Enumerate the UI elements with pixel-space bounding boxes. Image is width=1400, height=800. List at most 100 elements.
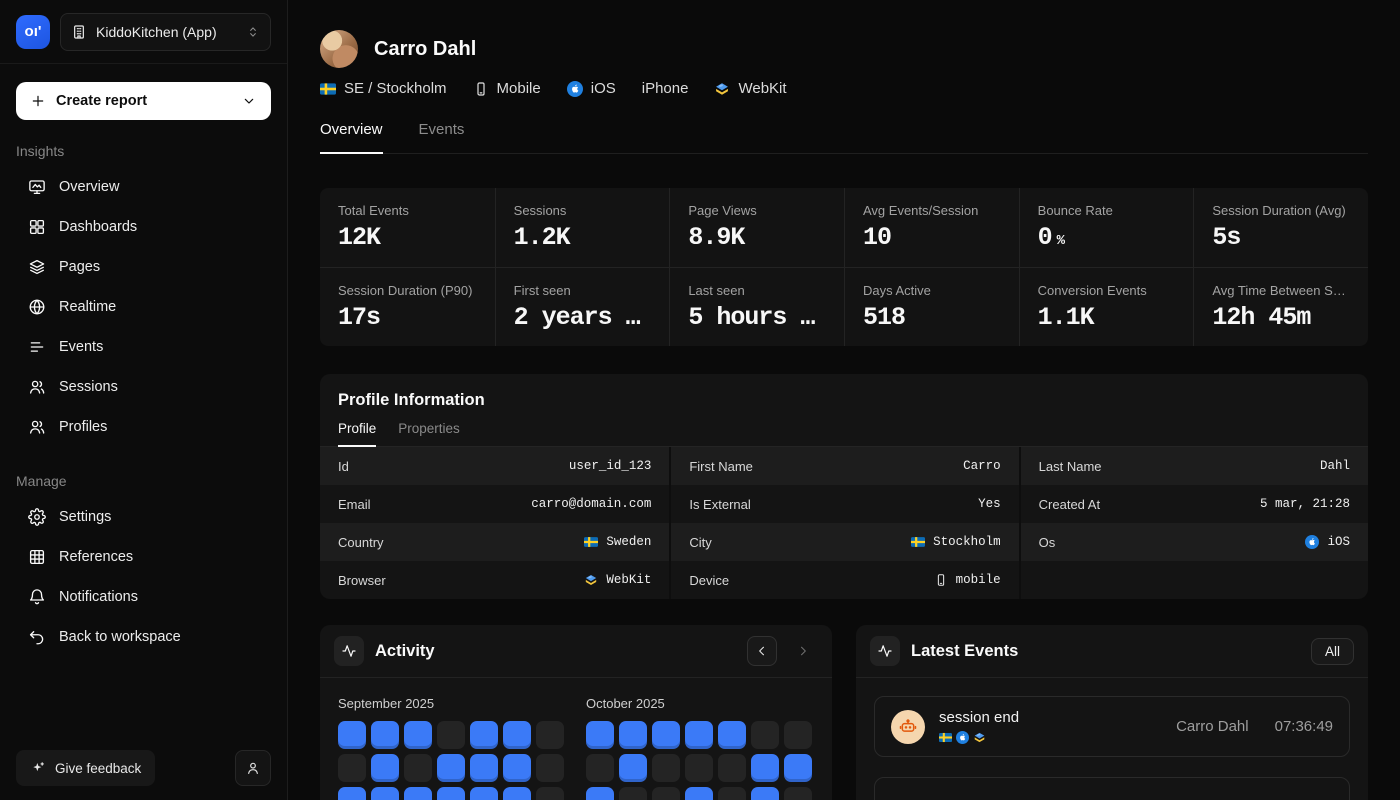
webkit-icon <box>973 731 986 744</box>
sidebar-item-back-to-workspace[interactable]: Back to workspace <box>16 617 271 657</box>
activity-day-cell <box>751 787 779 800</box>
create-report-button[interactable]: Create report <box>16 82 271 120</box>
give-feedback-button[interactable]: Give feedback <box>16 750 156 786</box>
field-value: WebKit <box>584 573 651 587</box>
profile-field-is-external: Is External Yes <box>669 485 1018 523</box>
account-button[interactable] <box>235 750 271 786</box>
event-item-partial[interactable] <box>874 777 1350 800</box>
profile-info-table: Id user_id_123 First Name Carro Last Name Dah… <box>320 447 1368 599</box>
sidebar-item-label: Realtime <box>59 299 117 315</box>
phone-icon <box>934 573 948 587</box>
stat-label: Session Duration (Avg) <box>1212 203 1346 218</box>
building-icon <box>71 24 87 40</box>
activity-day-cell <box>586 787 614 800</box>
profile-info-row: Id user_id_123 First Name Carro Last Name Dah… <box>320 447 1368 485</box>
plus-icon <box>30 93 46 109</box>
flag-se-icon <box>584 535 599 549</box>
back-icon <box>28 628 46 646</box>
sidebar-item-overview[interactable]: Overview <box>16 167 271 207</box>
profile-info-row: Email carro@domain.com Is External Yes Creat… <box>320 485 1368 523</box>
activity-day-cell <box>404 754 432 782</box>
field-value: iOS <box>1305 535 1350 549</box>
activity-day-cell <box>685 721 713 749</box>
field-value: Carro <box>963 459 1001 473</box>
section-label-manage: Manage <box>16 473 67 489</box>
stat-value: 0% <box>1037 223 1065 252</box>
events-filter-all-button[interactable]: All <box>1310 637 1354 665</box>
activity-day-cell <box>718 754 746 782</box>
profile-field-city: City Stockholm <box>669 523 1018 561</box>
activity-day-cell <box>470 787 498 800</box>
profile-info-row: Country Sweden City Stockholm Os iOS <box>320 523 1368 561</box>
activity-day-cell <box>338 787 366 800</box>
stat-value: 1.2K <box>513 223 571 252</box>
activity-title: Activity <box>375 641 435 660</box>
sidebar-item-label: Pages <box>59 259 101 275</box>
activity-day-cell <box>470 721 498 749</box>
activity-day-cell <box>404 787 432 800</box>
field-value: Dahl <box>1319 459 1350 473</box>
app-logo[interactable]: oı' <box>16 14 50 49</box>
profile-info-row: Browser WebKit Device mobile <box>320 561 1368 599</box>
field-value: mobile <box>934 573 1001 587</box>
event-user: Carro Dahl <box>1176 718 1249 735</box>
sidebar-item-references[interactable]: References <box>16 537 271 577</box>
sidebar-item-dashboards[interactable]: Dashboards <box>16 207 271 247</box>
stat-value: 5 hours … <box>688 303 815 332</box>
avatar <box>320 30 358 68</box>
sidebar-item-pages[interactable]: Pages <box>16 247 271 287</box>
sidebar-item-profiles[interactable]: Profiles <box>16 407 271 447</box>
sidebar-item-events[interactable]: Events <box>16 327 271 367</box>
stat-page-views: Page Views 8.9K <box>669 188 844 267</box>
event-item-session-end[interactable]: session end Carro Dahl 07:36:49 <box>874 696 1350 757</box>
field-value: 5 mar, 21:28 <box>1259 497 1350 511</box>
stat-label: Total Events <box>338 203 409 218</box>
dashboards-icon <box>28 218 46 236</box>
activity-prev-button[interactable] <box>747 636 777 666</box>
profiles-icon <box>28 418 46 436</box>
stat-label: Avg Time Between Ses… <box>1212 283 1350 298</box>
profile-field-os: Os iOS <box>1018 523 1368 561</box>
stat-value: 1.1K <box>1037 303 1095 332</box>
profile-info-tab-properties[interactable]: Properties <box>398 421 460 436</box>
sidebar-item-settings[interactable]: Settings <box>16 497 271 537</box>
field-value: user_id_123 <box>568 459 652 473</box>
profile-info-tab-profile[interactable]: Profile <box>338 421 377 447</box>
robot-icon <box>898 717 918 737</box>
activity-day-cell <box>503 721 531 749</box>
activity-day-cell <box>652 754 680 782</box>
stat-label: Page Views <box>688 203 757 218</box>
activity-day-cell <box>536 754 564 782</box>
stat-value: 12K <box>338 223 381 252</box>
sidebar-item-label: Sessions <box>59 379 118 395</box>
event-name: session end <box>939 709 1020 726</box>
sidebar-item-realtime[interactable]: Realtime <box>16 287 271 327</box>
activity-day-cell <box>784 721 812 749</box>
project-selector[interactable]: KiddoKitchen (App) <box>60 12 271 51</box>
activity-day-cell <box>685 754 713 782</box>
chevron-updown-icon <box>246 25 260 39</box>
stat-conversion-events: Conversion Events 1.1K <box>1018 267 1194 346</box>
field-label: City <box>689 534 712 550</box>
chevron-left-icon <box>755 644 769 658</box>
activity-day-cell <box>784 787 812 800</box>
activity-day-cell <box>437 787 465 800</box>
tab-overview[interactable]: Overview <box>320 121 383 154</box>
profile-field-created-at: Created At 5 mar, 21:28 <box>1018 485 1368 523</box>
activity-day-cell <box>437 754 465 782</box>
activity-day-cell <box>503 754 531 782</box>
main-tabbar: Overview Events <box>320 121 1368 154</box>
stat-bounce-rate: Bounce Rate 0% <box>1018 188 1194 267</box>
overview-icon <box>28 178 46 196</box>
references-icon <box>28 548 46 566</box>
webkit-icon <box>584 573 598 587</box>
profile-meta-ios: iOS <box>566 80 616 97</box>
activity-next-button[interactable] <box>788 636 818 666</box>
sidebar-item-notifications[interactable]: Notifications <box>16 577 271 617</box>
tab-events[interactable]: Events <box>418 121 465 138</box>
sidebar-item-label: Overview <box>59 179 120 195</box>
sidebar-item-sessions[interactable]: Sessions <box>16 367 271 407</box>
profile-field-browser: Browser WebKit <box>320 561 669 599</box>
stat-days-active: Days Active 518 <box>844 267 1019 346</box>
activity-day-cell <box>371 787 399 800</box>
